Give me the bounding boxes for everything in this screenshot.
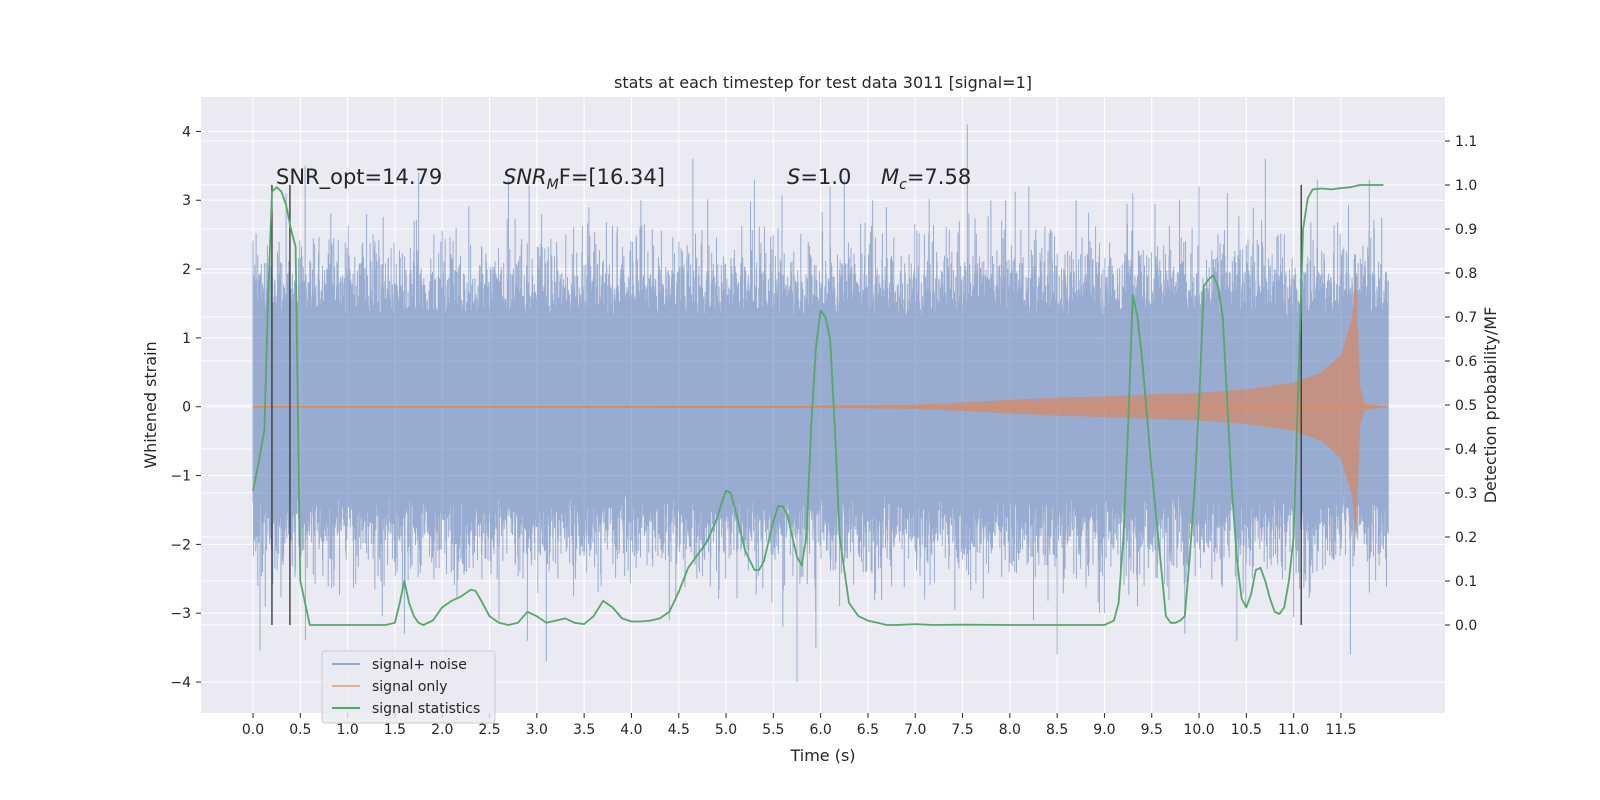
y-tick-label: 3 (182, 193, 191, 209)
x-tick-label: 7.0 (904, 722, 926, 738)
right-y-tick-label: 0.3 (1455, 486, 1477, 502)
legend-label-signal-only: signal only (372, 679, 447, 695)
legend-box (321, 650, 496, 724)
annotation-s: S=1.0 (787, 165, 851, 189)
right-y-tick-label: 0.9 (1455, 222, 1477, 238)
y-tick-label: 4 (182, 124, 191, 140)
y-tick-label: −1 (170, 469, 191, 485)
y-tick-label: −4 (170, 675, 191, 691)
x-tick-label: 5.5 (762, 722, 784, 738)
signal-statistics-line (252, 184, 1384, 626)
y-tick-label: 1 (182, 331, 191, 347)
series-signal-statistics (252, 184, 1384, 626)
right-y-tick-label: 0.8 (1455, 266, 1477, 282)
annotation-snr-mf-main: SNR (503, 165, 547, 189)
chart-title: stats at each timestep for test data 301… (614, 73, 1032, 92)
legend-label-signal-noise: signal+ noise (372, 657, 467, 673)
annotation-mc: Mc=7.58 (881, 165, 971, 193)
x-tick-label: 4.5 (668, 722, 690, 738)
y-axis-label: Whitened strain (141, 341, 160, 468)
right-y-tick-label: 1.0 (1455, 178, 1477, 194)
legend: signal+ noise signal only signal statist… (321, 650, 496, 724)
right-y-tick-label: 0.4 (1455, 442, 1477, 458)
x-tick-label: 9.0 (1093, 722, 1115, 738)
annotation-mc-sub: c (899, 177, 907, 193)
x-tick-label: 0.5 (289, 722, 311, 738)
right-y-tick-label: 0.5 (1455, 398, 1477, 414)
y-tick-label: −2 (170, 537, 191, 553)
annotation-snr-mf-sub: M (547, 177, 559, 193)
x-tick-label: 1.0 (336, 722, 358, 738)
x-tick-label: 1.5 (384, 722, 406, 738)
x-tick-label: 6.5 (857, 722, 879, 738)
annotation-snr-mf: SNRMF=[16.34] (503, 165, 665, 193)
x-tick-label: 5.0 (715, 722, 737, 738)
right-y-axis-label: Detection probability/MF (1481, 307, 1500, 504)
right-y-tick-label: 1.1 (1455, 134, 1477, 150)
x-tick-label: 7.5 (951, 722, 973, 738)
vertical-markers (271, 185, 1302, 625)
right-y-ticks: 0.0 0.1 0.2 0.3 0.4 0.5 0.6 0.7 0.8 0.9 1.0 1.1 (1445, 134, 1477, 634)
right-y-tick-label: 0.0 (1455, 618, 1477, 634)
y-tick-label: −3 (170, 606, 191, 622)
x-tick-label: 10.0 (1183, 722, 1214, 738)
x-tick-label: 0.0 (242, 722, 264, 738)
x-tick-label: 10.5 (1231, 722, 1262, 738)
annotation-mc-symbol: M (881, 165, 899, 189)
annotation-s-value: =1.0 (800, 165, 851, 189)
annotation-snr-mf-value: F=[16.34] (559, 165, 665, 189)
x-tick-label: 2.0 (431, 722, 453, 738)
x-tick-label: 8.5 (1046, 722, 1068, 738)
x-tick-label: 3.0 (526, 722, 548, 738)
x-tick-label: 2.5 (478, 722, 500, 738)
y-tick-label: 0 (182, 400, 191, 416)
right-y-tick-label: 0.7 (1455, 310, 1477, 326)
x-tick-label: 8.0 (999, 722, 1021, 738)
right-y-tick-label: 0.1 (1455, 574, 1477, 590)
legend-label-signal-statistics: signal statistics (372, 701, 480, 717)
x-tick-label: 9.5 (1141, 722, 1163, 738)
y-ticks: −4 −3 −2 −1 0 1 2 3 4 (170, 124, 201, 691)
x-tick-label: 11.5 (1325, 722, 1356, 738)
annotations: SNR_opt=14.79 SNRMF=[16.34] S=1.0 Mc=7.5… (276, 165, 971, 193)
x-tick-label: 11.0 (1278, 722, 1309, 738)
y-tick-label: 2 (182, 262, 191, 278)
annotation-s-symbol: S (787, 165, 800, 189)
annotation-snr-opt: SNR_opt=14.79 (276, 165, 442, 190)
right-y-tick-label: 0.2 (1455, 530, 1477, 546)
right-y-tick-label: 0.6 (1455, 354, 1477, 370)
x-tick-label: 3.5 (573, 722, 595, 738)
x-ticks: 0.0 0.5 1.0 1.5 2.0 2.5 3.0 3.5 4.0 4.5 5.0 5.5 6.0 6… (242, 713, 1357, 738)
x-axis-label: Time (s) (789, 746, 855, 765)
x-tick-label: 4.0 (620, 722, 642, 738)
x-tick-label: 6.0 (810, 722, 832, 738)
annotation-mc-value: =7.58 (907, 165, 971, 189)
